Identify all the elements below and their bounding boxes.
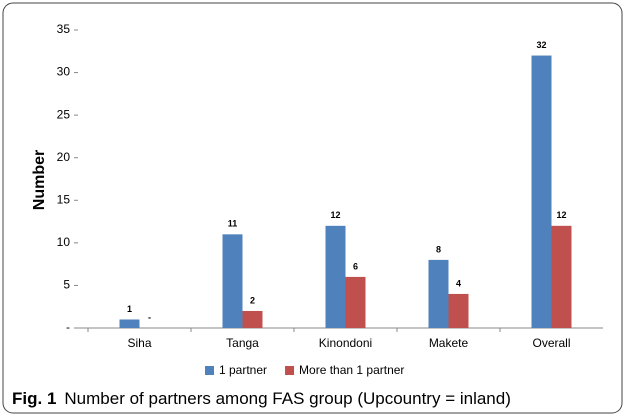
y-tick-label: 35 <box>57 22 71 36</box>
x-tick-label: Kinondoni <box>319 336 372 350</box>
bar <box>242 310 263 328</box>
caption: Fig. 1 Number of partners among FAS group… <box>12 389 511 408</box>
value-label: 1 <box>127 304 132 314</box>
value-label: 12 <box>330 210 340 220</box>
bar <box>325 225 346 328</box>
value-label: - <box>148 312 151 322</box>
bar <box>119 319 140 328</box>
y-tick-label: 5 <box>63 278 70 292</box>
value-label: 11 <box>228 219 238 229</box>
y-tick-label: 20 <box>57 150 71 164</box>
bar <box>428 259 449 328</box>
x-tick-label: Overall <box>532 336 570 350</box>
bar <box>448 293 469 328</box>
bar <box>531 55 552 329</box>
x-tick-label: Tanga <box>226 336 259 350</box>
y-tick-label: 10 <box>57 235 71 249</box>
y-tick-label: 15 <box>57 192 71 206</box>
y-axis-label: Number <box>31 150 48 210</box>
caption-label: Fig. 1 <box>12 389 56 408</box>
y-tick-label: - <box>66 320 70 334</box>
y-tick-label: 30 <box>57 65 71 79</box>
legend-swatch <box>285 366 295 375</box>
value-label: 32 <box>536 40 546 50</box>
value-label: 8 <box>436 244 441 254</box>
bar <box>345 276 366 328</box>
legend-label: More than 1 partner <box>299 363 404 377</box>
legend-swatch <box>205 366 214 375</box>
legend-label: 1 partner <box>219 363 267 377</box>
y-tick-label: 25 <box>57 107 71 121</box>
bar <box>222 234 243 328</box>
x-tick-label: Makete <box>429 336 469 350</box>
x-tick-label: Siha <box>127 336 151 350</box>
value-label: 12 <box>556 210 566 220</box>
value-label: 6 <box>353 261 358 271</box>
bar <box>551 225 572 328</box>
caption-text: Number of partners among FAS group (Upco… <box>64 389 510 408</box>
value-label: 2 <box>250 295 255 305</box>
value-label: 4 <box>456 278 461 288</box>
